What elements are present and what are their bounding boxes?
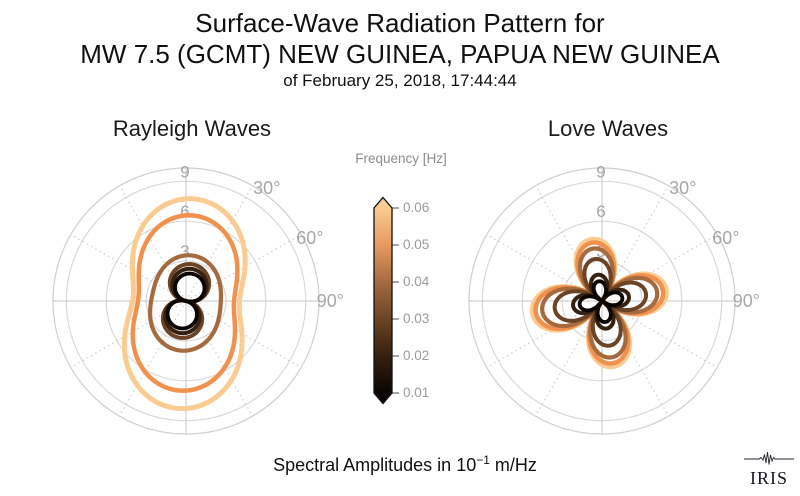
angular-tick-label: 60° [296, 228, 323, 248]
colorbar-tick-marks [392, 207, 399, 394]
grid-dotted-spoke-60 [606, 234, 718, 299]
contour-0.05hz [130, 213, 240, 393]
iris-logo: IRIS [742, 451, 796, 489]
grid-dotted-spoke-330 [119, 185, 184, 297]
grid-dotted-spoke-30 [604, 185, 669, 297]
figure-title-line2: MW 7.5 (GCMT) NEW GUINEA, PAPUA NEW GUIN… [80, 39, 720, 69]
colorbar-tick-label: 0.01 [403, 385, 430, 400]
angular-tick-label: 90° [317, 291, 344, 311]
colorbar-tick-label: 0.04 [403, 274, 430, 289]
colorbar-gradient-bar [373, 196, 393, 405]
colorbar [373, 196, 399, 405]
amplitude-units-suffix: m/Hz [489, 455, 537, 475]
seismogram-icon [744, 451, 794, 465]
radial-tick-label: 9 [596, 162, 605, 181]
grid-dotted-spoke-120 [606, 303, 718, 368]
grid-dotted-spoke-330 [535, 185, 600, 297]
radial-tick-label: 6 [180, 202, 189, 221]
grid-dotted-spoke-30 [188, 185, 253, 297]
colorbar-tick-label: 0.02 [403, 348, 430, 363]
grid-dotted-spoke-300 [486, 234, 598, 299]
love-plot-title: Love Waves [547, 116, 669, 141]
amplitude-units-prefix: Spectral Amplitudes in [273, 455, 457, 475]
angular-tick-label: 90° [733, 291, 760, 311]
amplitude-units-label: Spectral Amplitudes in 10−1 m/Hz [0, 453, 800, 476]
figure-title-line1: Surface-Wave Radiation Pattern for [195, 8, 605, 38]
colorbar-tick-label: 0.03 [403, 311, 430, 326]
radial-tick-label: 3 [180, 242, 189, 261]
colorbar-tick-label: 0.05 [403, 237, 430, 252]
angular-tick-label: 30° [669, 178, 696, 198]
grid-dotted-spoke-150 [188, 305, 253, 417]
iris-logo-text: IRIS [749, 468, 788, 488]
grid-dotted-spoke-300 [70, 234, 182, 299]
rayleigh-polar-plot: 3 6 9 30° 60° 90° [52, 162, 344, 435]
contour-0.04hz [148, 253, 224, 353]
figure-subtitle-datetime: of February 25, 2018, 17:44:44 [283, 71, 517, 90]
grid-dotted-spoke-240 [486, 303, 598, 368]
amplitude-units-base: 10 [456, 455, 477, 475]
grid-dotted-spoke-210 [535, 305, 600, 417]
radial-tick-label: 9 [180, 162, 189, 181]
rayleigh-plot-title: Rayleigh Waves [112, 116, 272, 141]
grid-dotted-spoke-210 [119, 305, 184, 417]
colorbar-title: Frequency [Hz] [355, 151, 447, 166]
radial-tick-label: 6 [596, 202, 605, 221]
colorbar-tick-label: 0.06 [403, 200, 430, 215]
angular-tick-label: 30° [253, 178, 280, 198]
amplitude-units-exponent: −1 [476, 453, 490, 467]
contour-0.01hz [577, 279, 625, 324]
contour-0.06hz [121, 196, 248, 412]
grid-dotted-spoke-150 [604, 305, 669, 417]
grid-dotted-spoke-120 [190, 303, 302, 368]
angular-tick-label: 60° [712, 228, 739, 248]
contour-0.01hz [165, 271, 207, 331]
